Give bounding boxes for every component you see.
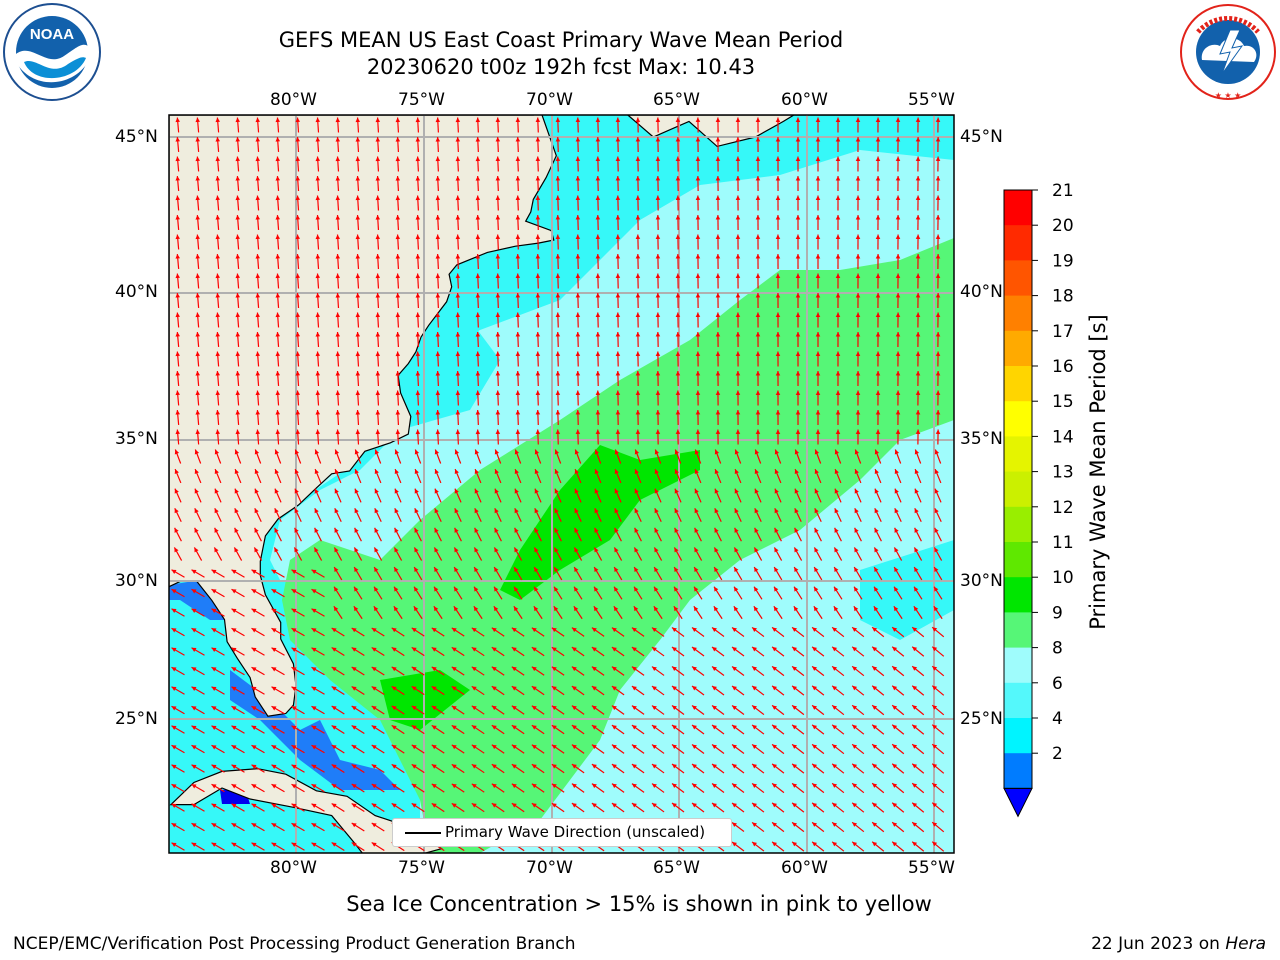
lat-tick-right: 40°N [960,282,1003,302]
lon-tick-bottom: 70°W [526,858,573,878]
colorbar-tick-label: 2 [1052,744,1063,764]
wave-period-10-11-region [500,445,700,600]
map-gridlines [169,115,954,853]
colorbar-segment [1004,542,1032,578]
colorbar-tick-label: 14 [1052,427,1074,447]
colorbar-segment [1004,401,1032,437]
lon-tick-bottom: 60°W [781,858,828,878]
colorbar-tick-label: 6 [1052,674,1063,694]
colorbar-segment [1004,506,1032,543]
map-legend: Primary Wave Direction (unscaled) [392,818,732,847]
lon-tick-top: 70°W [526,90,573,110]
lat-tick-right: 35°N [960,429,1003,449]
lon-tick-bottom: 55°W [908,858,955,878]
colorbar-segment [1004,471,1032,508]
noaa-logo: NOAA [2,2,102,102]
sea-ice-note: Sea Ice Concentration > 15% is shown in … [0,892,1280,916]
legend-label: Primary Wave Direction (unscaled) [445,823,706,841]
lon-tick-top: 60°W [781,90,828,110]
sea-ice-note-text: Sea Ice Concentration > 15% is shown in … [346,892,932,916]
colorbar-segment [1004,753,1032,789]
lon-tick-bottom: 65°W [653,858,700,878]
lon-tick-top: 55°W [908,90,955,110]
colorbar-segment [1004,225,1032,261]
us-land [169,115,557,717]
colorbar-segment [1004,366,1032,402]
colorbar-extend-arrow [1003,787,1033,818]
colorbar-tick-label: 8 [1052,639,1063,659]
run-date-text: 22 Jun 2023 on [1091,934,1220,954]
colorbar-segment [1004,612,1032,649]
lon-tick-top: 65°W [653,90,700,110]
credit-text: NCEP/EMC/Verification Post Processing Pr… [13,934,576,954]
svg-text:★ ★ ★: ★ ★ ★ [1215,91,1242,100]
colorbar-segment [1004,577,1032,613]
colorbar-tick-label: 17 [1052,322,1074,342]
lat-tick-right: 30°N [960,571,1003,591]
colorbar-segment [1004,682,1032,719]
legend-line-swatch [405,832,441,834]
colorbar-tick-label: 9 [1052,603,1063,623]
colorbar-tick-label: 18 [1052,287,1074,307]
nws-logo: ★ ★ ★ [1178,2,1278,102]
lon-tick-top: 75°W [398,90,445,110]
low-period-blue [230,670,400,790]
lon-tick-bottom: 75°W [398,858,445,878]
colorbar-tick-label: 11 [1052,533,1074,553]
chart-subtitle: 20230620 t00z 192h fcst Max: 10.43 [366,55,756,79]
colorbar-tick-label: 10 [1052,568,1074,588]
lon-tick-bottom: 80°W [270,858,317,878]
colorbar-tick-label: 19 [1052,251,1074,271]
lat-tick-left: 35°N [115,429,158,449]
lon-tick-top: 80°W [270,90,317,110]
colorbar-segment [1004,295,1032,332]
run-date: 22 Jun 2023 on Hera [1091,934,1266,954]
colorbar-segment [1004,718,1032,754]
lat-tick-left: 45°N [115,127,158,147]
noaa-logo-text: NOAA [30,26,74,43]
colorbar-segment [1004,190,1032,226]
colorbar-tick-label: 20 [1052,216,1074,236]
colorbar-tick-label: 13 [1052,463,1074,483]
colorbar-tick-label: 4 [1052,709,1063,729]
colorbar-segment [1004,647,1032,684]
lat-tick-right: 45°N [960,127,1003,147]
colorbar-segment [1004,436,1032,473]
map-frame [168,114,955,854]
chart-title: GEFS MEAN US East Coast Primary Wave Mea… [278,28,844,52]
coastal-cyan-band [420,115,954,360]
colorbar-tick-label: 12 [1052,498,1074,518]
lat-tick-left: 40°N [115,282,158,302]
colorbar-tick-label: 15 [1052,392,1074,412]
colorbar-segment [1004,330,1032,367]
wave-direction-arrows [171,117,945,852]
lat-tick-left: 30°N [115,571,158,591]
colorbar-segment [1004,260,1032,297]
colorbar-tick-label: 16 [1052,357,1074,377]
lat-tick-left: 25°N [115,709,158,729]
colorbar: 21 20 19 18 17 16 15 14 13 12 11 10 9 8 6 4 2 [1003,181,1074,818]
colorbar-tick-label: 21 [1052,181,1074,201]
colorbar-label: Primary Wave Mean Period [s] [1086,314,1110,630]
lat-tick-right: 25°N [960,709,1003,729]
machine-name: Hera [1225,934,1266,954]
nova-scotia-land [626,115,954,148]
